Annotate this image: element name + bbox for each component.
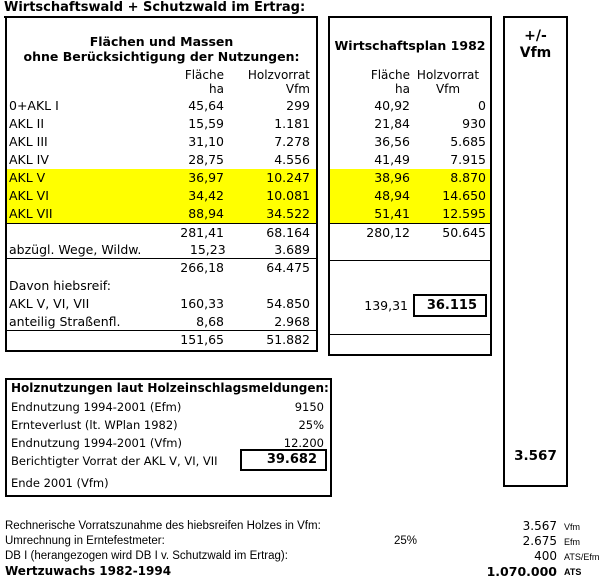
column-header-flaeche: Fläche ha: [184, 68, 224, 96]
table-row-highlighted: 51,41 12.595: [330, 205, 490, 223]
hiebsreif-row: 139,31 36.115: [330, 294, 490, 317]
table-row: 21,84 930: [374, 116, 486, 131]
unit-label: ATS: [564, 567, 582, 577]
table-row-subtotal: 151,65 51.882: [180, 332, 310, 347]
table-row-section-label: Davon hiebsreif:: [9, 278, 111, 293]
left-table-title-line1: Flächen und Massen: [89, 34, 234, 49]
harvest-row: Endnutzung 1994-2001 (Vfm) 12.200: [11, 436, 324, 452]
table-row: abzügl. Wege, Wildw. 15,23 3.689: [7, 241, 316, 259]
left-table-title-line2: ohne Berücksichtigung der Nutzungen:: [23, 49, 300, 64]
table-row-subtotal: 281,41 68.164: [7, 223, 316, 241]
column-header-holzvorrat: Holzvorrat Vfm: [416, 68, 480, 96]
delta-sign-label: +/-: [524, 28, 547, 44]
delta-vfm-box: +/- Vfm 3.567: [503, 16, 568, 487]
table-row-highlighted: 38,96 8.870: [330, 169, 490, 187]
table-row-subtotal: 280,12 50.645: [330, 223, 490, 241]
table-row-highlighted: AKL V 36,97 10.247: [7, 169, 316, 187]
table-row-highlighted: AKL VII 88,94 34.522: [7, 205, 316, 223]
table-row-subtotal: 266,18 64.475: [180, 260, 310, 275]
table-row: AKL IV 28,75 4.556: [9, 152, 310, 167]
summary-block: Rechnerische Vorratszunahme des hiebsrei…: [5, 519, 603, 579]
table-row: 0+AKL I 45,64 299: [9, 98, 310, 113]
delta-unit-label: Vfm: [519, 45, 552, 61]
wirtschaftsplan-table: Wirtschaftsplan 1982 Fläche ha Holzvorra…: [328, 16, 492, 356]
middle-table-column-headers: Fläche ha Holzvorrat Vfm: [330, 68, 490, 96]
separator-line: [330, 241, 490, 261]
summary-row-total: Wertzuwachs 1982-1994 1.070.000 ATS: [5, 564, 582, 579]
harvest-row: Ernteverlust (lt. WPlan 1982) 25%: [11, 418, 324, 432]
summary-row: Rechnerische Vorratszunahme des hiebsrei…: [5, 519, 581, 533]
unit-label: ATS/Efm: [564, 552, 600, 562]
middle-table-rows: 40,92 0 21,84 930 36,56 5.685 41,49 7.915 38…: [330, 97, 490, 261]
holznutzungen-title: Holznutzungen laut Holzeinschlagsmeldung…: [11, 381, 329, 395]
middle-table-title: Wirtschaftsplan 1982: [334, 38, 486, 53]
unit-label: Efm: [564, 537, 581, 547]
delta-value: 3.567: [514, 448, 557, 464]
column-header-flaeche: Fläche ha: [370, 68, 410, 96]
column-header-holzvorrat: Holzvorrat Vfm: [247, 68, 310, 96]
unit-label: Vfm: [564, 522, 581, 532]
table-row: 41,49 7.915: [374, 152, 486, 167]
summary-row: Umrechnung in Erntefestmeter: 25% 2.675 …: [5, 534, 581, 548]
table-row: AKL II 15,59 1.181: [9, 116, 310, 131]
flaechen-massen-table: Flächen und Massen ohne Berücksichtigung…: [5, 16, 318, 352]
berichtigter-vorrat-boxed-value: 39.682: [240, 449, 327, 471]
ende-2001-label: Ende 2001 (Vfm): [11, 476, 109, 490]
table-row: 36,56 5.685: [374, 134, 486, 149]
table-row: 40,92 0: [374, 98, 486, 113]
table-row: AKL III 31,10 7.278: [9, 134, 310, 149]
hiebsreif-flaeche: 139,31: [364, 298, 408, 313]
harvest-row: Endnutzung 1994-2001 (Efm) 9150: [11, 400, 324, 414]
berichtigter-vorrat-label: Berichtigter Vorrat der AKL V, VI, VII: [11, 454, 218, 468]
left-table-column-headers: Fläche ha Holzvorrat Vfm: [7, 68, 316, 96]
table-row-highlighted: AKL VI 34,42 10.081: [7, 187, 316, 205]
summary-row: DB I (herangezogen wird DB I v. Schutzwa…: [5, 549, 600, 563]
separator-line: [330, 334, 490, 335]
table-row-highlighted: 48,94 14.650: [330, 187, 490, 205]
table-row: AKL V, VI, VII 160,33 54.850: [9, 296, 310, 311]
left-table-rows: 0+AKL I 45,64 299 AKL II 15,59 1.181 AKL III…: [7, 97, 316, 349]
hiebsreif-vorrat-boxed: 36.115: [413, 294, 487, 317]
holznutzungen-box: Holznutzungen laut Holzeinschlagsmeldung…: [5, 378, 332, 497]
table-row: anteilig Straßenfl. 8,68 2.968: [7, 313, 316, 331]
